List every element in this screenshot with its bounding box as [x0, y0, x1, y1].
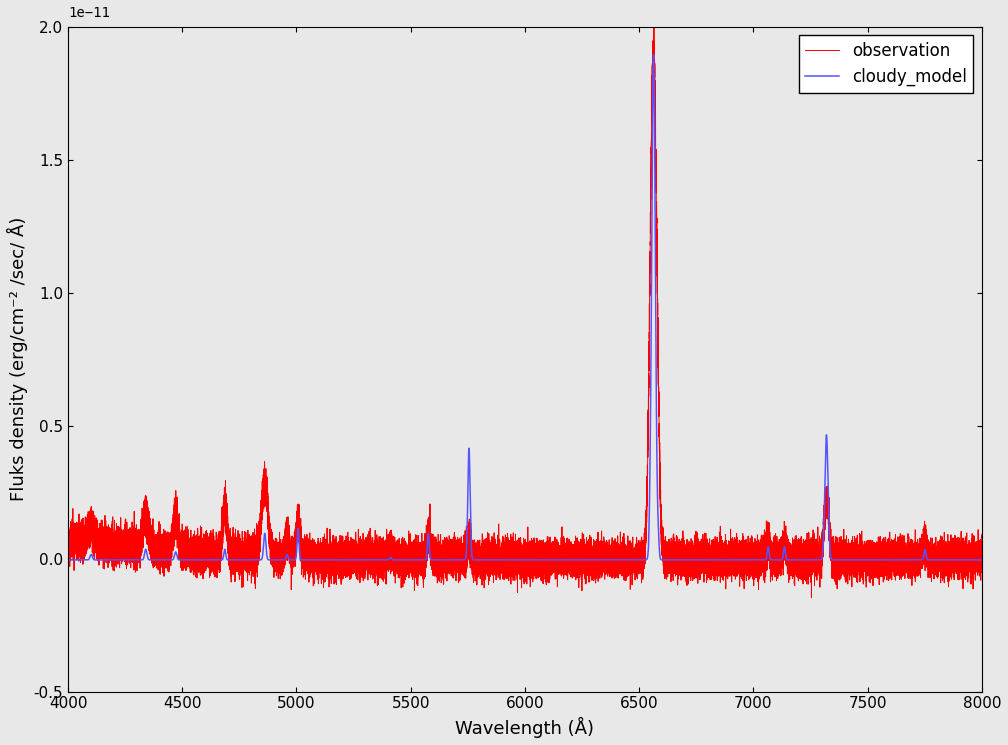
- Text: 1e−11: 1e−11: [69, 6, 110, 20]
- observation: [976, 551, 988, 560]
- observation: [112, 539, 124, 548]
- observation: [62, 535, 75, 544]
- observation: [805, 593, 817, 602]
- Y-axis label: Fluks density (erg/cm⁻² /sec/ Å): Fluks density (erg/cm⁻² /sec/ Å): [7, 217, 28, 501]
- observation: [643, 325, 655, 334]
- cloudy_model: [976, 556, 988, 565]
- cloudy_model: [333, 556, 345, 565]
- cloudy_model: [481, 556, 493, 565]
- Legend: observation, cloudy_model: observation, cloudy_model: [798, 35, 974, 93]
- cloudy_model: [112, 556, 124, 565]
- Line: cloudy_model: cloudy_model: [69, 54, 982, 560]
- cloudy_model: [62, 556, 75, 565]
- X-axis label: Wavelength (Å): Wavelength (Å): [456, 717, 595, 738]
- observation: [748, 555, 760, 564]
- cloudy_model: [748, 556, 760, 565]
- observation: [534, 545, 546, 554]
- cloudy_model: [534, 556, 546, 565]
- cloudy_model: [643, 501, 655, 510]
- observation: [481, 538, 493, 547]
- Line: observation: observation: [69, 27, 982, 597]
- observation: [648, 22, 660, 31]
- observation: [333, 556, 345, 565]
- cloudy_model: [647, 50, 659, 59]
